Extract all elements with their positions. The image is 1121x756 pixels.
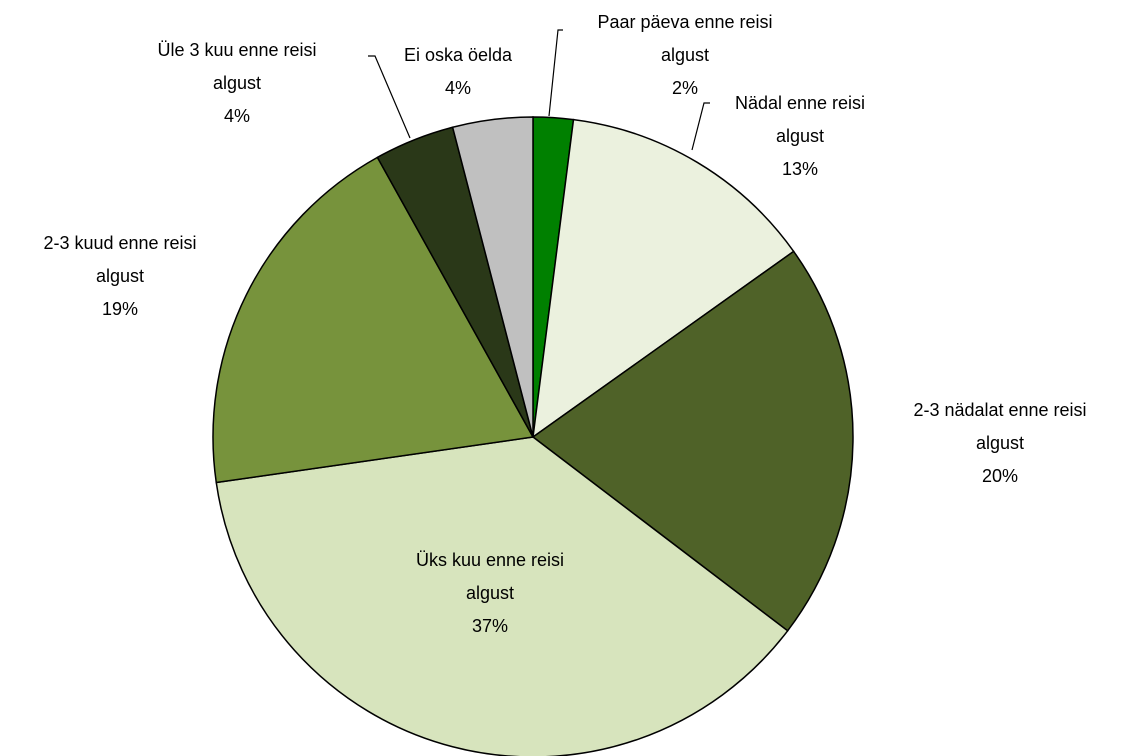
pie-slice [215,436,789,756]
slice-label: Üks kuu enne reisi algust 37% [403,544,578,643]
category-label: Üle 3 kuu enne reisi algust [157,40,317,93]
category-label: Paar päeva enne reisi algust [597,12,773,65]
slice-label: Paar päeva enne reisi algust 2% [585,6,785,105]
value-label: 4% [223,106,250,126]
category-label: Ei oska öelda [403,45,513,65]
value-label: 20% [981,466,1019,486]
pie-slice [531,250,854,632]
pie-slice [212,156,535,484]
value-label: 19% [101,299,139,319]
value-label: 4% [444,78,471,98]
slice-label: 2-3 kuud enne reisi algust 19% [30,227,210,326]
leader-line [548,29,563,117]
pie-slice [532,118,795,439]
category-label: 2-3 kuud enne reisi algust [43,233,197,286]
slice-label: Üle 3 kuu enne reisi algust 4% [145,34,330,133]
category-label: 2-3 nädalat enne reisi algust [913,400,1087,453]
pie-slice [451,116,534,438]
slice-label: Ei oska öelda 4% [383,39,533,105]
category-label: Üks kuu enne reisi algust [415,550,565,603]
leader-line [368,55,411,139]
value-label: 13% [781,159,819,179]
slice-label: Nädal enne reisi algust 13% [720,87,880,186]
category-label: Nädal enne reisi algust [734,93,866,146]
leader-line [691,102,710,151]
value-label: 37% [471,616,509,636]
value-label: 2% [671,78,698,98]
slice-label: 2-3 nädalat enne reisi algust 20% [900,394,1100,493]
